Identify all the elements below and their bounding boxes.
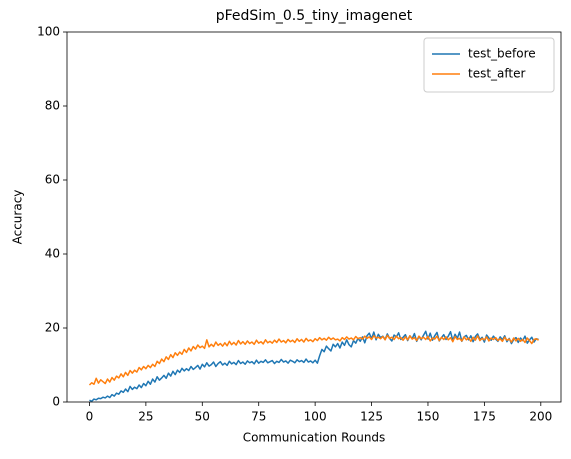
y-tick-label: 40 [45,247,60,261]
y-tick-label: 80 [45,99,60,113]
legend-label: test_before [468,47,536,61]
x-tick-label: 0 [86,410,94,424]
x-tick-label: 25 [138,410,153,424]
x-tick-label: 200 [529,410,552,424]
legend-box [423,37,555,93]
y-tick-label: 0 [52,395,60,409]
x-tick-label: 150 [417,410,440,424]
plot-frame [66,31,562,403]
x-tick-label: 50 [195,410,210,424]
legend: test_before test_after [423,37,555,93]
chart-title: pFedSim_0.5_tiny_imagenet [216,8,413,24]
x-tick-label: 100 [304,410,327,424]
y-tick-label: 100 [37,25,60,39]
x-tick-label: 125 [360,410,383,424]
x-tick-label: 75 [251,410,266,424]
y-tick-label: 20 [45,321,60,335]
y-axis-label: Accuracy [11,190,25,245]
x-tick-label: 175 [473,410,496,424]
line-series [88,334,539,386]
y-tick-label: 60 [45,173,60,187]
legend-label: test_after [468,67,526,81]
x-axis-label: Communication Rounds [243,431,386,445]
